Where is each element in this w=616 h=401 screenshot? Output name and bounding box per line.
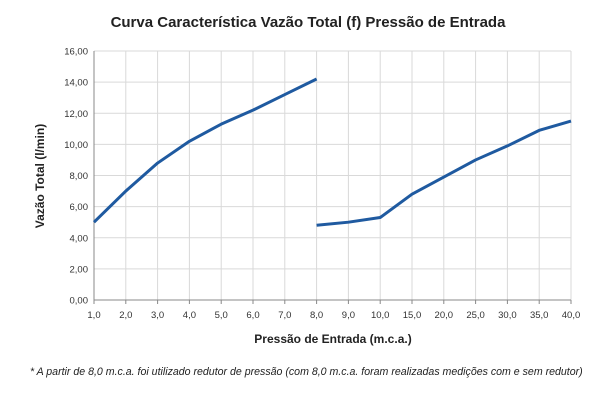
y-tick-label: 14,00 [64, 78, 88, 89]
series-line-2 [316, 119, 572, 227]
y-tick-label: 4,00 [70, 233, 89, 244]
x-tick-label: 10,0 [371, 310, 390, 321]
x-tick-label: 35,0 [530, 310, 549, 321]
y-axis-label: Vazão Total (l/min) [33, 124, 47, 228]
x-tick-label: 8,0 [310, 310, 323, 321]
y-tick-label: 12,00 [64, 109, 88, 120]
y-tick-label: 10,00 [64, 140, 88, 151]
x-axis-label: Pressão de Entrada (m.c.a.) [254, 332, 411, 346]
y-tick-label: 8,00 [70, 171, 89, 182]
x-tick-label: 2,0 [119, 310, 132, 321]
y-tick-label: 0,00 [70, 296, 89, 307]
series-line-1 [92, 77, 318, 224]
x-tick-label: 3,0 [151, 310, 164, 321]
x-tick-label: 15,0 [403, 310, 422, 321]
y-tick-labels: 0,00 2,00 4,00 6,00 8,00 10,00 12,00 14,00 16,00 [64, 47, 88, 307]
x-tick-label: 1,0 [87, 310, 100, 321]
x-tick-label: 40,0 [562, 310, 581, 321]
y-tick-label: 6,00 [70, 202, 89, 213]
x-tick-labels: 1,0 2,0 3,0 4,0 5,0 6,0 7,0 8,0 9,0 10,0 15,0 20,0 2… [87, 310, 580, 321]
chart-title: Curva Característica Vazão Total (f) Pre… [111, 14, 507, 31]
x-tick-label: 6,0 [246, 310, 259, 321]
footnote: * A partir de 8,0 m.c.a. foi utilizado r… [30, 366, 583, 378]
y-tick-label: 16,00 [64, 47, 88, 58]
x-tick-label: 20,0 [435, 310, 454, 321]
gridlines [94, 50, 572, 300]
chart: Curva Característica Vazão Total (f) Pre… [33, 14, 580, 346]
x-tick-label: 5,0 [215, 310, 228, 321]
series-lines [92, 77, 572, 227]
x-tick-label: 9,0 [342, 310, 355, 321]
x-tick-label: 4,0 [183, 310, 196, 321]
x-tick-label: 30,0 [498, 310, 517, 321]
x-tick-label: 25,0 [466, 310, 485, 321]
x-tick-label: 7,0 [278, 310, 291, 321]
y-tick-label: 2,00 [70, 264, 89, 275]
axes [93, 51, 572, 304]
